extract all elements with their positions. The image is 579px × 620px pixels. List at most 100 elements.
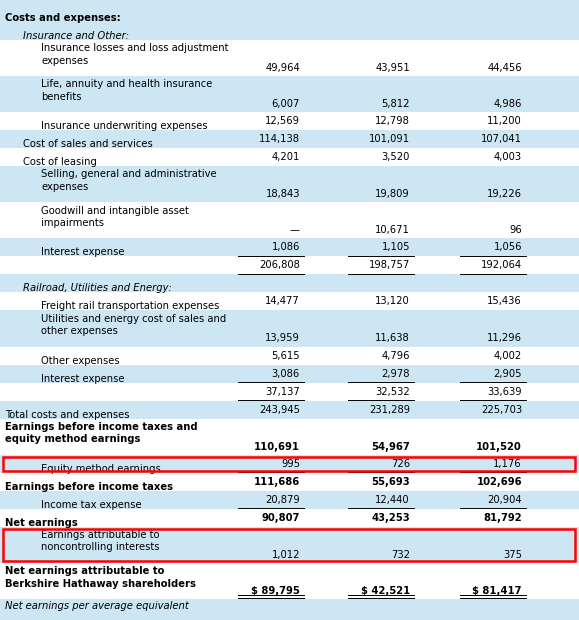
Text: $ 81,417: $ 81,417 [472,586,522,596]
Text: Life, annuity and health insurance
benefits: Life, annuity and health insurance benef… [41,79,212,102]
Bar [0,130,579,148]
Text: Insurance underwriting expenses: Insurance underwriting expenses [41,121,208,131]
Bar [0,275,579,293]
Text: 55,693: 55,693 [371,477,410,487]
Text: Equity method earnings: Equity method earnings [41,464,161,474]
Text: 10,671: 10,671 [375,225,410,235]
Bar [0,401,579,419]
Text: 3,520: 3,520 [382,153,410,162]
Text: 19,809: 19,809 [375,189,410,199]
Text: 11,200: 11,200 [488,116,522,126]
Text: 6,007: 6,007 [272,99,300,109]
Bar [0,148,579,166]
Text: 18,843: 18,843 [266,189,300,199]
Text: 4,986: 4,986 [494,99,522,109]
Text: 3,086: 3,086 [272,368,300,379]
Bar [0,472,579,491]
Text: 198,757: 198,757 [369,260,410,270]
Text: 81,792: 81,792 [483,513,522,523]
Text: 1,012: 1,012 [272,550,300,560]
Text: $ 89,795: $ 89,795 [251,586,300,596]
Text: 2,978: 2,978 [382,368,410,379]
Text: 114,138: 114,138 [259,134,300,144]
Text: Insurance losses and loss adjustment
expenses: Insurance losses and loss adjustment exp… [41,43,229,66]
Bar [0,4,579,22]
Text: Utilities and energy cost of sales and
other expenses: Utilities and energy cost of sales and o… [41,314,226,336]
Text: Income tax expense: Income tax expense [41,500,142,510]
Bar [0,527,579,563]
Text: 5,812: 5,812 [382,99,410,109]
Bar [0,22,579,40]
Text: 33,639: 33,639 [488,387,522,397]
Text: 231,289: 231,289 [369,405,410,415]
Text: Selling, general and administrative
expenses: Selling, general and administrative expe… [41,169,217,192]
Bar [0,112,579,130]
Bar [0,509,579,527]
Text: 243,945: 243,945 [259,405,300,415]
Text: Interest expense: Interest expense [41,247,124,257]
Text: 54,967: 54,967 [371,441,410,451]
Text: 20,904: 20,904 [488,495,522,505]
Text: 1,105: 1,105 [382,242,410,252]
Text: Net earnings: Net earnings [5,518,78,528]
Text: 20,879: 20,879 [265,495,300,505]
Text: 225,703: 225,703 [481,405,522,415]
Text: 101,520: 101,520 [477,441,522,451]
Text: Cost of leasing: Cost of leasing [23,157,97,167]
Text: 375: 375 [503,550,522,560]
Text: 96: 96 [510,225,522,235]
Bar [0,257,579,275]
Text: 110,691: 110,691 [254,441,300,451]
Bar [0,418,579,454]
Text: 11,296: 11,296 [487,334,522,343]
Text: Earnings before income taxes and
equity method earnings: Earnings before income taxes and equity … [5,422,197,445]
Text: 32,532: 32,532 [375,387,410,397]
Text: $ 42,521: $ 42,521 [361,586,410,596]
Text: Goodwill and intangible asset
impairments: Goodwill and intangible asset impairment… [41,206,189,228]
Bar [0,347,579,365]
Text: Railroad, Utilities and Energy:: Railroad, Utilities and Energy: [23,283,172,293]
Text: 14,477: 14,477 [265,296,300,306]
Text: Earnings before income taxes: Earnings before income taxes [5,482,173,492]
Text: 995: 995 [281,459,300,469]
Text: Other expenses: Other expenses [41,355,120,366]
Bar [0,383,579,401]
Text: 15,436: 15,436 [488,296,522,306]
Bar [0,365,579,383]
Text: Cost of sales and services: Cost of sales and services [23,140,153,149]
Text: 4,003: 4,003 [494,153,522,162]
Text: 1,086: 1,086 [272,242,300,252]
Text: —: — [290,225,300,235]
Bar [3,457,575,471]
Text: 1,176: 1,176 [493,459,522,469]
Bar [0,40,579,76]
Bar [0,76,579,112]
Text: Insurance and Other:: Insurance and Other: [23,31,129,41]
Text: 12,440: 12,440 [375,495,410,505]
Bar [0,311,579,347]
Text: 49,964: 49,964 [265,63,300,73]
Text: 107,041: 107,041 [481,134,522,144]
Text: 44,456: 44,456 [488,63,522,73]
Text: 4,796: 4,796 [382,350,410,361]
Text: Interest expense: Interest expense [41,374,124,384]
Text: 5,615: 5,615 [272,350,300,361]
Text: 101,091: 101,091 [369,134,410,144]
Bar [0,454,579,472]
Text: Costs and expenses:: Costs and expenses: [5,13,121,23]
Text: 206,808: 206,808 [259,260,300,270]
Bar [0,491,579,509]
Bar [0,202,579,238]
Text: 4,002: 4,002 [494,350,522,361]
Text: Total costs and expenses: Total costs and expenses [5,410,130,420]
Text: 43,253: 43,253 [371,513,410,523]
Bar [0,293,579,311]
Text: 192,064: 192,064 [481,260,522,270]
Text: 11,638: 11,638 [375,334,410,343]
Text: Net earnings attributable to
Berkshire Hathaway shareholders: Net earnings attributable to Berkshire H… [5,566,196,588]
Text: 12,569: 12,569 [265,116,300,126]
Text: Freight rail transportation expenses: Freight rail transportation expenses [41,301,219,311]
Text: 90,807: 90,807 [262,513,300,523]
Text: 19,226: 19,226 [487,189,522,199]
Text: Net earnings per average equivalent: Net earnings per average equivalent [5,601,189,611]
